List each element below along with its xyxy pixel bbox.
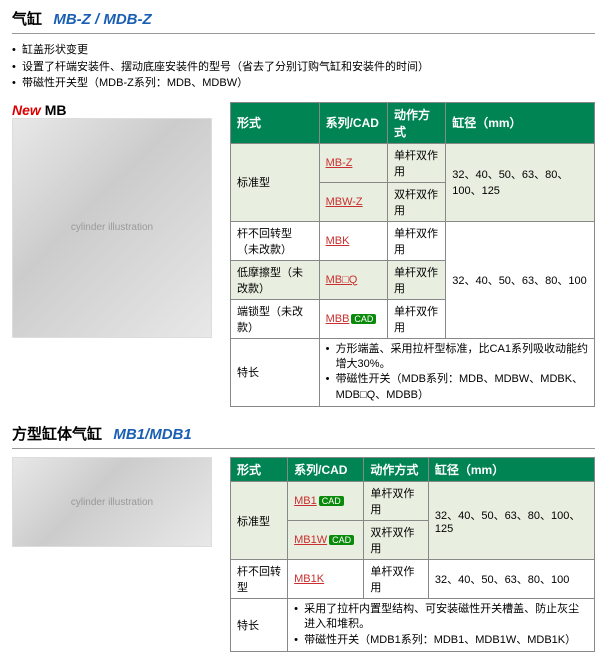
spec-table-2: 形式 系列/CAD 动作方式 缸径（mm） 标准型 MB1CAD 单杆双作用 3… xyxy=(230,457,595,652)
feature-item: 方形端盖、采用拉杆型标准，比CA1系列吸收动能约增大30%。 xyxy=(326,342,588,373)
cell-series: MB1K xyxy=(288,560,364,599)
feature-item: 带磁性开关（MDB系列：MDB、MDBW、MDBK、MDB□Q、MDBB） xyxy=(326,372,588,403)
table-row: 标准型 MB-Z 单杆双作用 32、40、50、63、80、100、125 xyxy=(231,143,595,182)
cell-action: 双杆双作用 xyxy=(388,182,446,221)
th-series: 系列/CAD xyxy=(288,458,364,482)
series-link[interactable]: MBW-Z xyxy=(326,196,363,208)
title-main-1: 气缸 xyxy=(12,11,42,28)
table-row-feature: 特长 采用了拉杆内置型结构、可安装磁性开关槽盖、防止灰尘进入和堆积。 带磁性开关… xyxy=(231,599,595,652)
title-model-1: MB-Z / MDB-Z xyxy=(53,11,151,28)
cell-bore: 32、40、50、63、80、100、125 xyxy=(446,143,595,221)
table-row-feature: 特长 方形端盖、采用拉杆型标准，比CA1系列吸收动能约增大30%。 带磁性开关（… xyxy=(231,338,595,407)
series-link[interactable]: MBB xyxy=(326,313,350,325)
cell-action: 单杆双作用 xyxy=(388,143,446,182)
cad-badge[interactable]: CAD xyxy=(329,535,354,545)
section-mbz: 气缸 MB-Z / MDB-Z 缸盖形状变更 设置了杆端安装件、摆动底座安装件的… xyxy=(0,0,607,415)
new-badge: New MB xyxy=(12,102,222,118)
th-series: 系列/CAD xyxy=(319,102,387,143)
title-row-2: 方型缸体气缸 MB1/MDB1 xyxy=(12,423,595,449)
bullets-1: 缸盖形状变更 设置了杆端安装件、摆动底座安装件的型号（省去了分别订购气缸和安装件… xyxy=(12,42,595,92)
series-link[interactable]: MB□Q xyxy=(326,274,358,286)
new-label: New xyxy=(12,102,41,118)
series-link[interactable]: MBK xyxy=(326,235,350,247)
new-sub: MB xyxy=(45,102,67,118)
cell-series: MB1CAD xyxy=(288,482,364,521)
bullet-item: 缸盖形状变更 xyxy=(12,42,595,59)
title-model-2: MB1/MDB1 xyxy=(113,426,191,443)
series-link[interactable]: MB-Z xyxy=(326,157,353,169)
cell-form: 杆不回转型 xyxy=(231,560,288,599)
table-row: 标准型 MB1CAD 单杆双作用 32、40、50、63、80、100、125 xyxy=(231,482,595,521)
cylinder-image-2: cylinder illustration xyxy=(12,457,212,547)
feature-list-2: 采用了拉杆内置型结构、可安装磁性开关槽盖、防止灰尘进入和堆积。 带磁性开关（MD… xyxy=(294,602,588,648)
series-link[interactable]: MB1 xyxy=(294,495,317,507)
cell-feature-label: 特长 xyxy=(231,599,288,652)
cell-bore: 32、40、50、63、80、100 xyxy=(428,560,594,599)
content-row-2: cylinder illustration 形式 系列/CAD 动作方式 缸径（… xyxy=(12,457,595,652)
th-bore: 缸径（mm） xyxy=(446,102,595,143)
bullet-item: 带磁性开关型（MDB-Z系列：MDB、MDBW） xyxy=(12,75,595,92)
series-link[interactable]: MB1K xyxy=(294,573,324,585)
cell-feature-content: 方形端盖、采用拉杆型标准，比CA1系列吸收动能约增大30%。 带磁性开关（MDB… xyxy=(319,338,594,407)
title-main-2: 方型缸体气缸 xyxy=(12,426,102,443)
th-action: 动作方式 xyxy=(388,102,446,143)
cylinder-image-1: cylinder illustration xyxy=(12,118,212,338)
th-bore: 缸径（mm） xyxy=(428,458,594,482)
cell-action: 双杆双作用 xyxy=(364,521,429,560)
cell-action: 单杆双作用 xyxy=(388,299,446,338)
cell-series: MB1WCAD xyxy=(288,521,364,560)
cell-series: MB-Z xyxy=(319,143,387,182)
table-row: 杆不回转型 MB1K 单杆双作用 32、40、50、63、80、100 xyxy=(231,560,595,599)
th-form: 形式 xyxy=(231,458,288,482)
spec-table-1: 形式 系列/CAD 动作方式 缸径（mm） 标准型 MB-Z 单杆双作用 32、… xyxy=(230,102,595,408)
th-action: 动作方式 xyxy=(364,458,429,482)
cell-feature-label: 特长 xyxy=(231,338,320,407)
cell-bore: 32、40、50、63、80、100 xyxy=(446,221,595,338)
cell-form: 端锁型（未改款） xyxy=(231,299,320,338)
table-row: 杆不回转型（未改款） MBK 单杆双作用 32、40、50、63、80、100 xyxy=(231,221,595,260)
cad-badge[interactable]: CAD xyxy=(351,314,376,324)
cell-action: 单杆双作用 xyxy=(364,560,429,599)
bullet-item: 设置了杆端安装件、摆动底座安装件的型号（省去了分别订购气缸和安装件的时间） xyxy=(12,59,595,76)
cell-action: 单杆双作用 xyxy=(388,260,446,299)
cell-action: 单杆双作用 xyxy=(388,221,446,260)
th-form: 形式 xyxy=(231,102,320,143)
image-col-1: New MB cylinder illustration xyxy=(12,102,222,338)
cell-bore: 32、40、50、63、80、100、125 xyxy=(428,482,594,560)
table-header-row: 形式 系列/CAD 动作方式 缸径（mm） xyxy=(231,458,595,482)
content-row-1: New MB cylinder illustration 形式 系列/CAD 动… xyxy=(12,102,595,408)
cell-series: MBK xyxy=(319,221,387,260)
cell-feature-content: 采用了拉杆内置型结构、可安装磁性开关槽盖、防止灰尘进入和堆积。 带磁性开关（MD… xyxy=(288,599,595,652)
cell-series: MBBCAD xyxy=(319,299,387,338)
cell-form: 标准型 xyxy=(231,482,288,560)
section-mb1: 方型缸体气缸 MB1/MDB1 cylinder illustration 形式… xyxy=(0,415,607,660)
cell-form: 杆不回转型（未改款） xyxy=(231,221,320,260)
cad-badge[interactable]: CAD xyxy=(319,496,344,506)
cell-action: 单杆双作用 xyxy=(364,482,429,521)
table-header-row: 形式 系列/CAD 动作方式 缸径（mm） xyxy=(231,102,595,143)
feature-item: 采用了拉杆内置型结构、可安装磁性开关槽盖、防止灰尘进入和堆积。 xyxy=(294,602,588,633)
feature-item: 带磁性开关（MDB1系列：MDB1、MDB1W、MDB1K） xyxy=(294,633,588,648)
cell-form: 低摩擦型（未改款） xyxy=(231,260,320,299)
feature-list-1: 方形端盖、采用拉杆型标准，比CA1系列吸收动能约增大30%。 带磁性开关（MDB… xyxy=(326,342,588,404)
cell-series: MB□Q xyxy=(319,260,387,299)
cell-series: MBW-Z xyxy=(319,182,387,221)
cell-form: 标准型 xyxy=(231,143,320,221)
series-link[interactable]: MB1W xyxy=(294,534,327,546)
image-col-2: cylinder illustration xyxy=(12,457,222,547)
title-row-1: 气缸 MB-Z / MDB-Z xyxy=(12,8,595,34)
